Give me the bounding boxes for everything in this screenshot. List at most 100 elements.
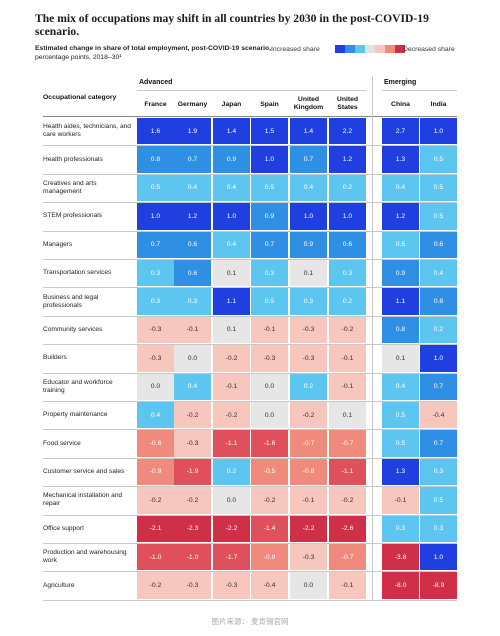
row-divider [43,202,457,204]
legend-swatch [365,45,375,53]
heatmap-cell: 0.4 [213,174,250,202]
heatmap-cell: 1.0 [329,203,366,230]
heatmap-cell: -0.4 [251,572,288,599]
heatmap-cell: 1.0 [420,345,457,372]
heatmap-cell: -1.0 [137,544,174,571]
column-header-japan: Japan [221,101,242,108]
heatmap-cell: 1.3 [382,146,419,173]
group-divider [382,90,457,91]
row-divider [43,401,457,402]
legend-increased-label: Increased share [271,46,320,53]
heatmap-cell: 0.1 [290,260,327,287]
heatmap-cell: 0.2 [420,316,457,344]
heatmap-cell: 0.3 [174,288,211,315]
heatmap-cell: 0.4 [420,260,457,287]
group-header-emerging: Emerging [384,79,417,86]
heatmap-cell: 0.7 [420,430,457,457]
heatmap-cell: 1.0 [420,118,457,145]
row-label-health-aides-technicians-and-care-workers: Health aides, technicians, and care work… [43,123,131,139]
heatmap-cell: 0.7 [290,146,327,173]
heatmap-cell: 0.2 [213,458,250,486]
heatmap-cell: -0.3 [137,316,174,344]
row-label-mechanical-installation-and-repair: Mechanical installation and repair [43,492,123,508]
row-divider [43,344,457,346]
heatmap-cell: 1.0 [420,544,457,571]
heatmap-cell: -0.7 [329,544,366,571]
legend-swatch [385,45,395,53]
heatmap-cell: 0.6 [174,231,211,258]
column-header-germany: Germany [177,101,208,108]
row-divider [43,372,457,374]
heatmap-cell: 0.3 [290,288,327,315]
row-divider [43,429,457,431]
heatmap-cell: 0.3 [137,260,174,287]
subtitle-rest: percentage points, 2018–30¹ [35,54,122,61]
heatmap-cell: -0.3 [251,345,288,372]
heatmap-cell: -0.9 [251,544,288,571]
heatmap-cell: -0.2 [213,402,250,429]
row-label-business-and-legal-professionals: Business and legal professionals [43,293,99,309]
heatmap-cell: 0.4 [174,373,211,400]
heatmap-cell: -0.2 [174,402,211,429]
row-divider [43,599,457,601]
chart-subtitle: Estimated change in share of total emplo… [35,44,275,62]
column-header-spain: Spain [260,101,279,108]
heatmap-cell: -0.2 [137,572,174,599]
header-rule [43,116,457,117]
heatmap-cell: -1.1 [213,430,250,457]
heatmap-cell: -3.8 [382,544,419,571]
heatmap-cell: -0.4 [420,402,457,429]
heatmap-cell: 0.3 [420,458,457,486]
heatmap-cell: -1.9 [174,458,211,486]
heatmap-cell: 0.8 [382,316,419,344]
heatmap-cell: 1.1 [382,288,419,315]
legend-swatch [335,45,345,53]
row-divider [43,230,457,232]
heatmap-cell: 1.1 [213,288,250,315]
heatmap-cell: 0.3 [329,260,366,287]
row-divider [43,287,457,289]
image-source-footer: 图片来源： 麦肯锡官网 [211,617,289,626]
heatmap-cell: -0.5 [251,458,288,486]
column-header-india: India [430,101,447,108]
heatmap-cell: 1.0 [213,203,250,230]
heatmap-cell: -0.1 [382,487,419,514]
heatmap-cell: 0.9 [251,203,288,230]
heatmap-cell: 0.3 [382,515,419,542]
heatmap-cell: -0.1 [329,345,366,372]
heatmap-cell: 0.7 [251,231,288,258]
heatmap-cell: 0.0 [251,402,288,429]
heatmap-cell: -2.3 [174,515,211,542]
heatmap-cell: 0.5 [382,231,419,258]
legend-swatch [395,45,405,53]
heatmap-cell: 0.4 [382,373,419,400]
heatmap-cell: 0.5 [420,146,457,173]
heatmap-cell: 0.6 [420,231,457,258]
heatmap-cell: -0.3 [174,430,211,457]
heatmap-cell: 1.4 [213,118,250,145]
group-header-advanced: Advanced [139,79,173,86]
heatmap-cell: 0.4 [174,174,211,202]
heatmap-cell: -1.6 [251,430,288,457]
column-header-united-states: United States [336,96,359,111]
heatmap-cell: -0.1 [251,316,288,344]
heatmap-cell: 0.0 [174,345,211,372]
heatmap-cell: -0.3 [290,544,327,571]
legend-swatch [345,45,355,53]
heatmap-cell: -0.7 [329,430,366,457]
heatmap-cell: -1.0 [174,544,211,571]
heatmap-cell: 0.5 [251,174,288,202]
heatmap-cell: 0.4 [137,402,174,429]
row-label-health-professionals: Health professionals [43,155,103,163]
heatmap-cell: -2.2 [213,515,250,542]
heatmap-cell: 0.3 [420,515,457,542]
row-divider [43,571,457,573]
heatmap-cell: 0.1 [382,345,419,372]
heatmap-cell: 1.0 [290,203,327,230]
heatmap-cell: -0.3 [290,316,327,344]
heatmap-cell: 0.5 [382,430,419,457]
heatmap-cell: -0.3 [137,345,174,372]
group-vertical-divider [372,76,373,600]
heatmap-cell: 0.0 [251,373,288,400]
column-header-china: China [391,101,410,108]
